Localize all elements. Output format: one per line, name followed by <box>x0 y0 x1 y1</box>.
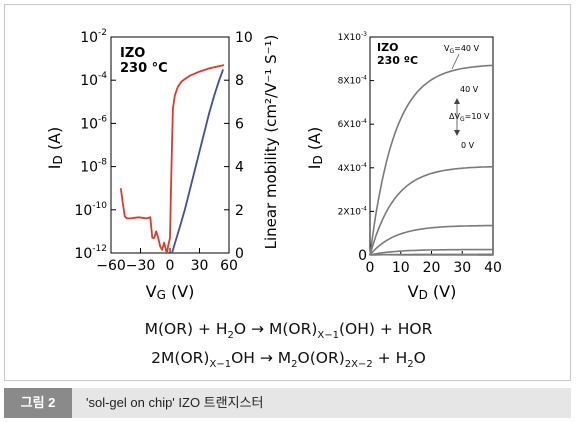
right-x-tick-label: 30 <box>453 260 471 276</box>
right-output-curve <box>369 165 494 256</box>
right-y-tick-label: 2X10-4 <box>338 205 368 217</box>
right-y-tick-label: 6X10-4 <box>338 118 368 130</box>
left-id-log-curve <box>119 64 225 254</box>
right-x-tick-label: 40 <box>484 260 502 276</box>
left-y-tick-label: 10-6 <box>80 114 107 132</box>
right-x-tick-label: 20 <box>423 260 441 276</box>
right-chart: 0 10 20 30 40 0 2X10-4 4X10-4 6X10-4 8X10-4 1X10-… <box>305 31 502 302</box>
label-40v: 40 V <box>460 85 479 94</box>
left-y2-tick-label: 2 <box>235 203 244 219</box>
right-x-ticks: 0 10 20 30 40 <box>366 251 502 276</box>
left-y2-tick-label: 10 <box>235 30 253 46</box>
label-0v: 0 V <box>461 141 475 150</box>
equation-condensation: 2M(OR)X−1OH → M2O(OR)2X−2 + H2O <box>151 349 426 371</box>
left-y-tick-label: 10-2 <box>80 28 107 46</box>
left-y-axis-label: ID (A) <box>45 127 65 169</box>
left-y-tick-label: 10-4 <box>80 71 107 89</box>
caption-text: 'sol-gel on chip' IZO 트랜지스터 <box>86 395 264 410</box>
delta-arrow-head-down <box>454 130 460 136</box>
right-output-curve <box>369 253 493 256</box>
left-x-ticks: −60 −30 0 30 60 <box>96 248 238 274</box>
right-series <box>369 64 494 256</box>
left-sample-label: IZO <box>120 46 145 61</box>
right-sample-label: IZO <box>377 41 398 54</box>
figure-caption: 그림 2 'sol-gel on chip' IZO 트랜지스터 <box>4 388 571 418</box>
left-mobility-curve <box>171 69 224 254</box>
left-y2-axis-label: Linear mobility (cm²/V⁻¹ S⁻¹) <box>262 35 280 250</box>
delta-arrow-head-up <box>454 98 460 104</box>
right-y-ticks: 0 2X10-4 4X10-4 6X10-4 8X10-4 1X10-3 <box>338 31 374 264</box>
left-y2-tick-label: 0 <box>235 246 244 262</box>
right-x-tick-label: 10 <box>392 260 410 276</box>
right-y-axis-label: ID (A) <box>305 127 325 169</box>
equation-hydrolysis: M(OR) + H2O → M(OR)X−1(OH) + HOR <box>144 320 433 342</box>
left-temperature-label: 230 °C <box>120 61 168 76</box>
left-x-tick-label: −30 <box>126 258 156 274</box>
left-y2-tick-label: 8 <box>235 73 244 89</box>
right-output-curve <box>369 64 494 256</box>
left-y-tick-label: 10-12 <box>74 244 107 262</box>
right-output-curve <box>369 248 493 256</box>
right-x-tick-label: 0 <box>366 260 375 276</box>
right-x-axis-label: VD (V) <box>408 282 457 302</box>
left-x-axis-label: VG (V) <box>146 282 195 302</box>
left-y-tick-label: 10-10 <box>74 201 107 219</box>
right-temperature-label: 230 ºC <box>377 54 418 67</box>
left-y-tick-label: 10-8 <box>80 158 107 176</box>
left-y2-tick-label: 4 <box>235 160 244 176</box>
left-y2-ticks: 0 2 4 6 8 10 <box>224 30 253 262</box>
right-y-tick-label: 1X10-3 <box>338 31 368 43</box>
right-plot-area <box>369 36 494 256</box>
caption-figure-number: 그림 2 <box>4 388 72 418</box>
left-x-tick-label: 30 <box>191 258 209 274</box>
left-x-tick-label: −60 <box>96 258 126 274</box>
delta-vg-annotation: ΔVG=10 V <box>449 112 490 123</box>
left-x-tick-label: 60 <box>220 258 238 274</box>
vg-top-annotation: VG=40 V <box>444 44 480 55</box>
left-series <box>119 64 225 254</box>
right-y-tick-label: 8X10-4 <box>338 75 368 87</box>
right-y-tick-label: 4X10-4 <box>338 162 368 174</box>
left-x-tick-label: 0 <box>166 258 175 274</box>
right-y-tick-label: 0 <box>358 248 367 264</box>
left-y-ticks: 10-12 10-10 10-8 10-6 10-4 10-2 <box>74 28 116 262</box>
vg-top-pointer <box>451 53 460 70</box>
right-output-curve <box>369 224 493 256</box>
left-y2-tick-label: 6 <box>235 116 244 132</box>
